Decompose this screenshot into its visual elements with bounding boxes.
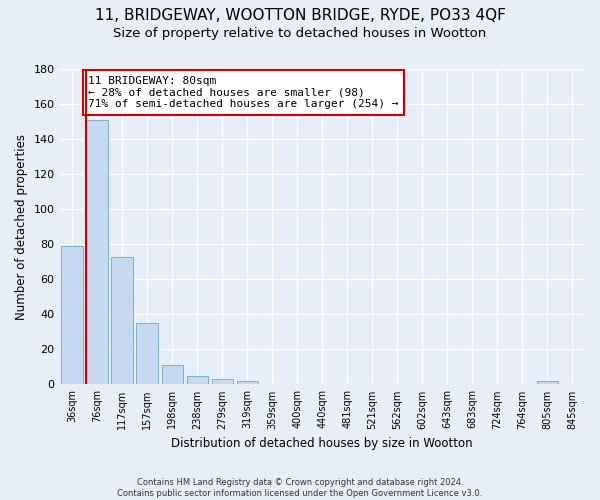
Bar <box>61 246 83 384</box>
Bar <box>112 256 133 384</box>
Text: Contains HM Land Registry data © Crown copyright and database right 2024.
Contai: Contains HM Land Registry data © Crown c… <box>118 478 482 498</box>
Bar <box>86 120 108 384</box>
Y-axis label: Number of detached properties: Number of detached properties <box>15 134 28 320</box>
Text: 11, BRIDGEWAY, WOOTTON BRIDGE, RYDE, PO33 4QF: 11, BRIDGEWAY, WOOTTON BRIDGE, RYDE, PO3… <box>95 8 505 22</box>
Bar <box>537 381 558 384</box>
X-axis label: Distribution of detached houses by size in Wootton: Distribution of detached houses by size … <box>172 437 473 450</box>
Bar <box>187 376 208 384</box>
Text: Size of property relative to detached houses in Wootton: Size of property relative to detached ho… <box>113 28 487 40</box>
Text: 11 BRIDGEWAY: 80sqm
← 28% of detached houses are smaller (98)
71% of semi-detach: 11 BRIDGEWAY: 80sqm ← 28% of detached ho… <box>88 76 399 109</box>
Bar <box>161 365 183 384</box>
Bar <box>236 381 258 384</box>
Bar <box>136 323 158 384</box>
Bar <box>212 379 233 384</box>
